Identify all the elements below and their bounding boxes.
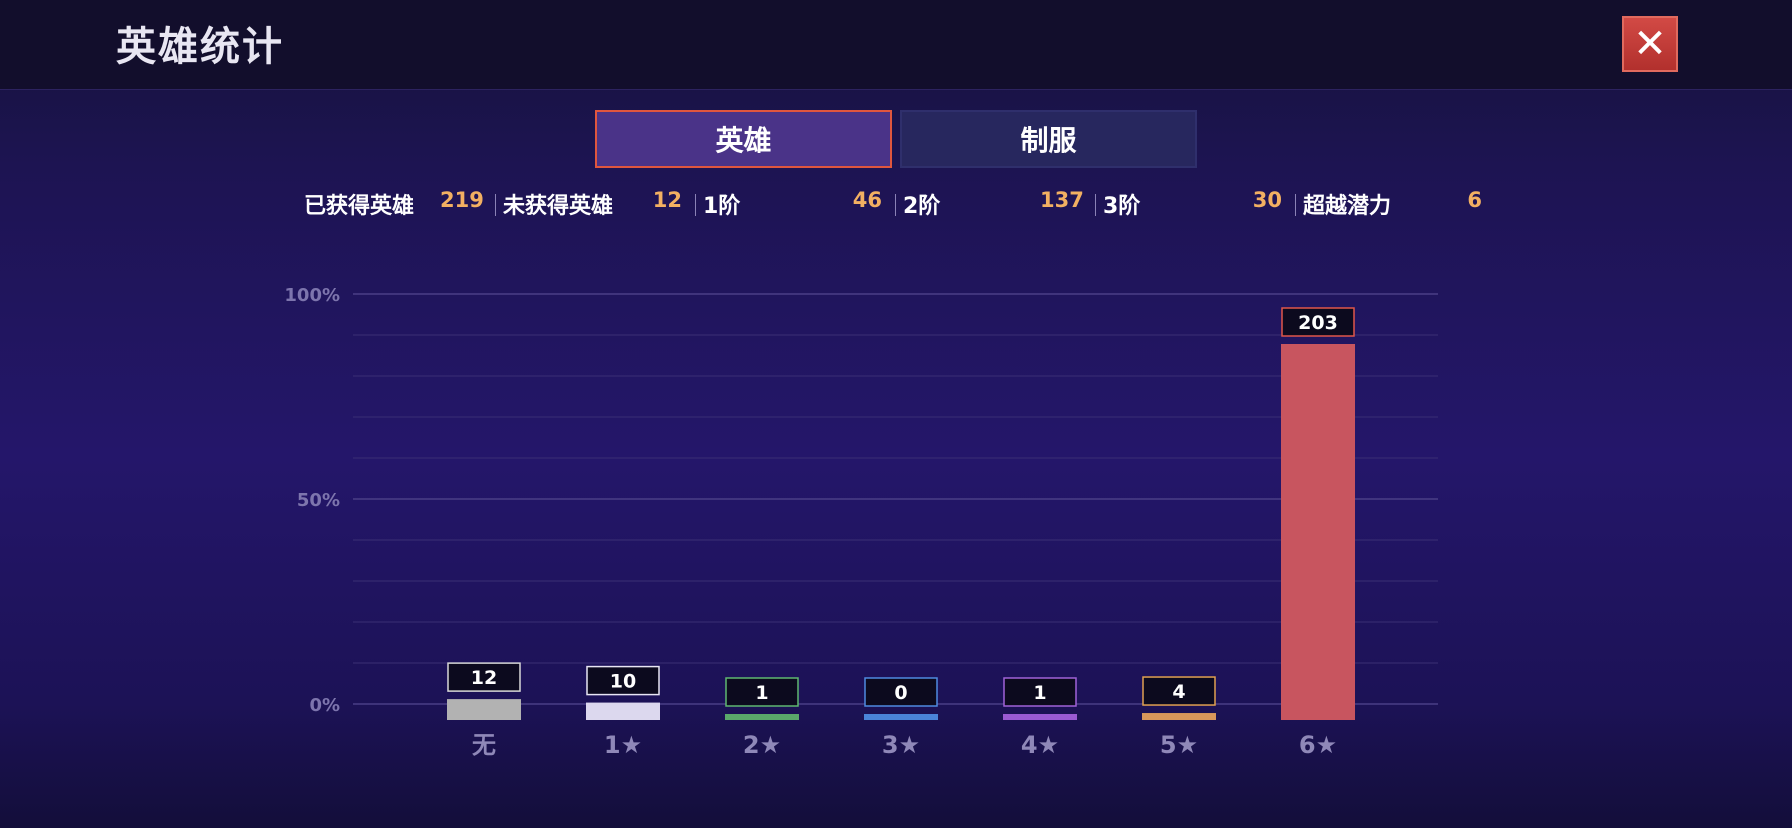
stat-label-transcend: 超越潜力 (1303, 194, 1392, 219)
bar (1142, 713, 1216, 720)
data-label: 4 (1172, 681, 1185, 703)
stat-label-obtained: 已获得英雄 (304, 194, 415, 219)
stat-label-tier1: 1阶 (703, 194, 741, 219)
stat-value-tier2: 137 (1040, 188, 1084, 212)
data-label-box (725, 677, 799, 707)
x-tick-label: 3★ (882, 731, 920, 759)
x-tick-label: 5★ (1160, 731, 1198, 759)
page-title: 英雄统计 (116, 24, 284, 70)
data-label: 1 (755, 682, 768, 704)
stat-value-obtained: 219 (440, 188, 484, 212)
y-tick-label: 50% (297, 490, 340, 511)
data-label-box (864, 677, 938, 707)
x-tick-label: 2★ (743, 731, 781, 759)
header-bar: 英雄统计 ✕ (0, 0, 1792, 90)
data-label-box (1142, 676, 1216, 706)
bar (1003, 714, 1077, 720)
stat-value-unobtained: 12 (652, 188, 682, 212)
close-button[interactable]: ✕ (1622, 16, 1678, 72)
stat-divider (1095, 194, 1096, 216)
stat-divider (1295, 194, 1296, 216)
stat-label-unobtained: 未获得英雄 (503, 194, 614, 219)
stat-value-transcend: 6 (1467, 188, 1482, 212)
x-tick-label: 1★ (604, 731, 642, 759)
data-label: 12 (471, 667, 497, 689)
data-label-box (1003, 677, 1077, 707)
x-tick-label: 无 (472, 731, 496, 759)
data-label-box (1281, 307, 1355, 337)
data-label: 1 (1033, 682, 1046, 704)
x-tick-label: 6★ (1299, 731, 1337, 759)
data-label-box (447, 662, 521, 692)
data-label: 203 (1298, 312, 1338, 334)
bar (447, 699, 521, 720)
bar (586, 702, 660, 720)
y-tick-label: 0% (309, 695, 340, 716)
stat-divider (695, 194, 696, 216)
x-tick-label: 4★ (1021, 731, 1059, 759)
stat-value-tier3: 30 (1252, 188, 1282, 212)
bar (725, 714, 799, 720)
tab-uniforms[interactable]: 制服 (900, 110, 1197, 168)
tab-heroes[interactable]: 英雄 (595, 110, 892, 168)
stat-label-tier3: 3阶 (1103, 194, 1141, 219)
data-label-box (586, 665, 660, 696)
stat-divider (495, 194, 496, 216)
stat-divider (895, 194, 896, 216)
stat-value-tier1: 46 (852, 188, 882, 212)
close-icon: ✕ (1633, 21, 1667, 67)
data-label: 0 (894, 682, 907, 704)
y-tick-label: 100% (284, 285, 340, 306)
data-label: 10 (610, 671, 636, 693)
stat-label-tier2: 2阶 (903, 194, 941, 219)
bar (1281, 344, 1355, 720)
bar (864, 714, 938, 720)
